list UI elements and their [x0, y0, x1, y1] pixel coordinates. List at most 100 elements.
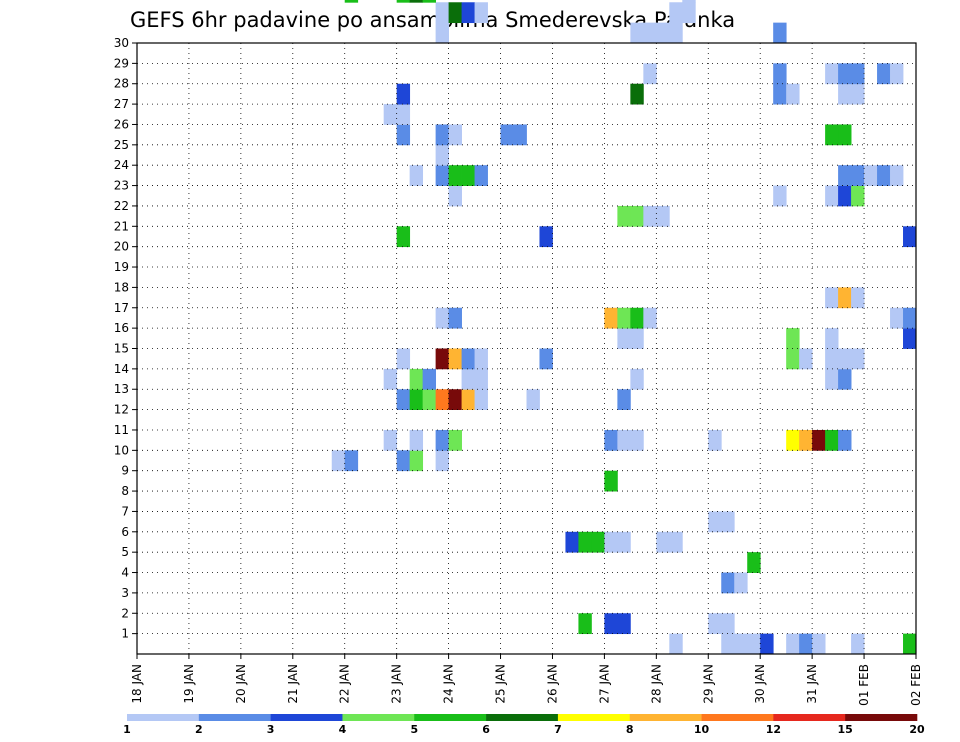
heatmap-cell: [643, 63, 657, 85]
heatmap-cell: [474, 2, 488, 24]
heatmap-cell: [825, 287, 839, 309]
y-tick-label: 20: [114, 240, 129, 254]
heatmap-cell: [682, 2, 696, 24]
heatmap-cell: [838, 368, 852, 390]
x-tick-label: 26 JAN: [545, 664, 559, 704]
heatmap-cell: [643, 22, 657, 44]
y-tick-label: 16: [114, 321, 129, 335]
y-tick-label: 14: [114, 362, 129, 376]
heatmap-cell: [760, 633, 774, 655]
heatmap-cell: [604, 470, 618, 492]
heatmap-cell: [630, 429, 644, 451]
heatmap-cell: [461, 389, 475, 410]
heatmap-cell: [448, 389, 462, 410]
heatmap-cell: [825, 124, 839, 146]
heatmap-cell: [825, 63, 839, 85]
heatmap-cell: [565, 531, 579, 553]
heatmap-cell: [617, 205, 631, 227]
heatmap-cell: [396, 348, 411, 370]
legend-label: 6: [482, 723, 490, 736]
heatmap-cell: [461, 165, 475, 186]
heatmap-cell: [825, 348, 839, 370]
y-tick-label: 15: [114, 342, 129, 356]
heatmap-cell: [396, 0, 411, 3]
heatmap-cell: [526, 389, 540, 410]
legend-label: 7: [554, 723, 562, 736]
heatmap-cell: [422, 368, 437, 390]
grid-lines: [137, 42, 916, 654]
heatmap-cell: [903, 226, 917, 248]
heatmap-cell: [786, 429, 800, 451]
heatmap-cell: [448, 165, 462, 186]
legend-swatch: [557, 714, 631, 721]
heatmap-cell: [630, 307, 644, 329]
heatmap-cell: [643, 205, 657, 227]
x-tick-label: 30 JAN: [753, 664, 767, 704]
y-tick-label: 8: [121, 484, 129, 498]
y-tick-label: 1: [121, 627, 129, 641]
heatmap-cell: [838, 429, 852, 451]
heatmap-cell: [448, 124, 462, 146]
heatmap-cell: [422, 0, 437, 3]
heatmap-cell: [630, 328, 644, 349]
heatmap-cell: [409, 0, 424, 3]
heatmap-cell: [435, 165, 449, 186]
legend-label: 4: [339, 723, 347, 736]
heatmap-cell: [344, 450, 359, 472]
heatmap-cell: [604, 613, 618, 635]
heatmap-cell: [435, 348, 449, 370]
heatmap-cell: [708, 511, 722, 533]
heatmap-cell: [578, 613, 592, 635]
heatmap-cell: [643, 307, 657, 329]
heatmap-cell: [890, 307, 904, 329]
legend-label: 10: [694, 723, 710, 736]
y-tick-label: 17: [114, 301, 129, 315]
legend-label: 12: [766, 723, 781, 736]
heatmap-cell: [851, 165, 865, 186]
heatmap-cell: [812, 633, 826, 655]
legend-colorbar: 1 2 3 4 5 6 7 8 10 12 15 20: [123, 714, 925, 736]
heatmap-cell: [435, 2, 449, 24]
heatmap-cell: [630, 22, 644, 44]
heatmap-cell: [669, 633, 683, 655]
heatmap-cell: [396, 104, 411, 125]
heatmap-cell: [838, 83, 852, 105]
heatmap-cell: [825, 368, 839, 390]
heatmap-cell: [656, 22, 670, 44]
heatmap-cell: [630, 205, 644, 227]
heatmap-cell: [838, 124, 852, 146]
x-tick-label: 31 JAN: [805, 664, 819, 704]
heatmap-cell: [838, 185, 852, 207]
heatmap-cell: [396, 226, 411, 248]
heatmap-cell: [448, 307, 462, 329]
heatmap-cell: [500, 124, 514, 146]
heatmap-cell: [409, 450, 424, 472]
legend-swatch: [845, 714, 918, 721]
heatmap-cell: [461, 368, 475, 390]
heatmap-cell: [409, 429, 424, 451]
heatmap-cell: [422, 389, 437, 410]
x-tick-label: 23 JAN: [390, 664, 404, 704]
heatmap-cell: [396, 83, 411, 105]
heatmap-cell: [786, 328, 800, 349]
x-tick-label: 18 JAN: [130, 664, 144, 704]
x-tick-label: 01 FEB: [857, 664, 871, 706]
heatmap-cell: [786, 348, 800, 370]
heatmap-cell: [448, 185, 462, 207]
y-tick-label: 21: [114, 219, 129, 233]
y-tick-label: 23: [114, 179, 129, 193]
legend-swatch: [629, 714, 702, 721]
heatmap-cell: [682, 0, 696, 3]
heatmap-cell: [461, 2, 475, 24]
legend-label: 3: [267, 723, 275, 736]
y-axis-ticks: 1234567891011121314151617181920212223242…: [114, 36, 137, 641]
heatmap-cell: [604, 531, 618, 553]
heatmap-cell: [877, 63, 891, 85]
legend-label: 5: [410, 723, 418, 736]
legend-label: 20: [909, 723, 925, 736]
heatmap-cell: [903, 307, 917, 329]
legend-label: 15: [838, 723, 853, 736]
y-tick-label: 25: [114, 138, 129, 152]
heatmap-cell: [799, 633, 813, 655]
